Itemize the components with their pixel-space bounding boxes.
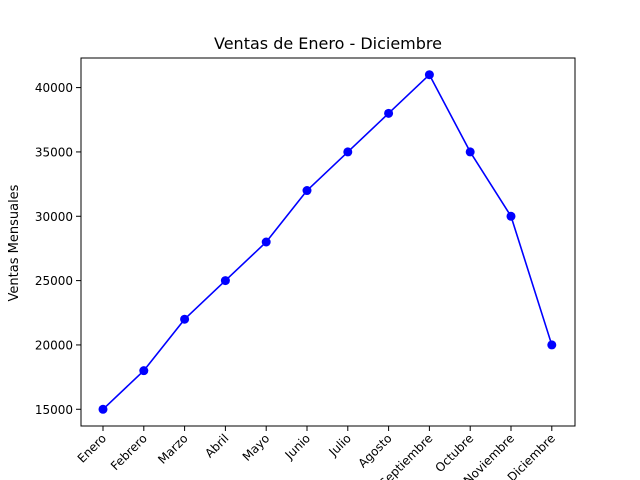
y-tick-label: 30000 [35, 210, 73, 224]
data-point [261, 237, 271, 247]
data-point [302, 186, 312, 196]
y-tick-label: 25000 [35, 274, 73, 288]
plot-area: 15000 20000 25000 30000 35000 40000 EneroFebre… [35, 57, 576, 480]
data-point [465, 147, 475, 157]
data-point [180, 314, 190, 324]
y-tick-label: 40000 [35, 81, 73, 95]
x-tick-label: Febrero [108, 431, 150, 473]
data-point [139, 366, 149, 376]
data-point [220, 276, 230, 286]
data-point [343, 147, 353, 157]
data-point [547, 340, 557, 350]
x-tick-label: Mayo [240, 431, 273, 464]
series-line [102, 73, 553, 410]
x-tick-label: Junio [282, 431, 313, 462]
x-tick-label: Abril [202, 431, 231, 460]
axes-frame [80, 57, 576, 427]
y-axis-label: Ventas Mensuales [7, 184, 22, 301]
x-tick-label: Marzo [155, 431, 191, 467]
x-tick-label: Julio [326, 431, 354, 459]
data-point [424, 70, 434, 80]
data-point [98, 404, 108, 414]
data-point [506, 211, 516, 221]
y-tick-label: 15000 [35, 403, 73, 417]
y-tick-label: 20000 [35, 338, 73, 352]
x-tick-label: Enero [75, 431, 109, 465]
x-tick-label: Agosto [355, 431, 394, 470]
data-point [384, 108, 394, 118]
chart-title: Ventas de Enero - Diciembre [214, 34, 442, 53]
y-tick-label: 35000 [35, 145, 73, 159]
